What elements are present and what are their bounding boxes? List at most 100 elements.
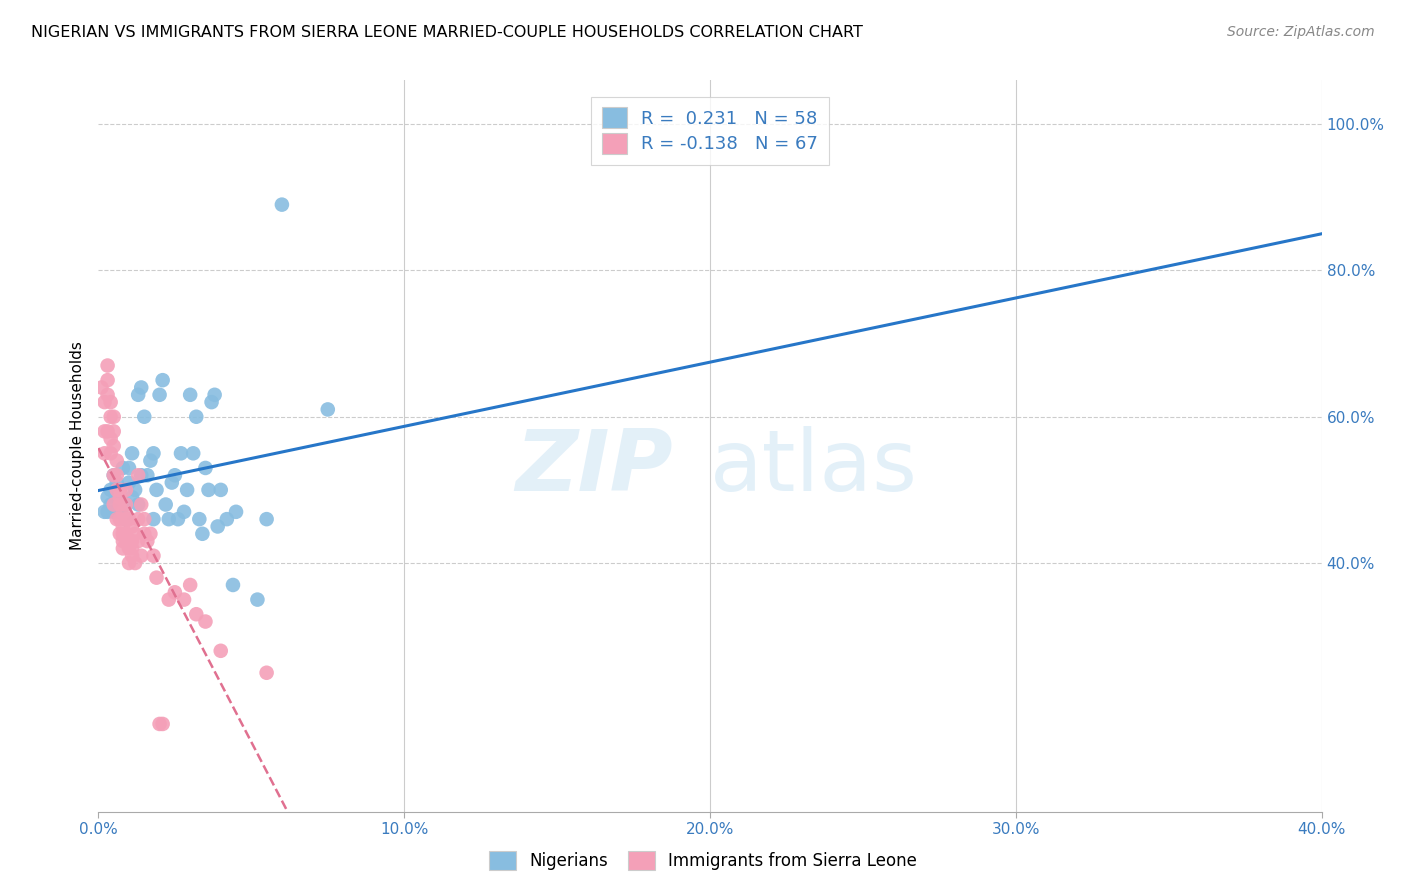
Point	[134, 512, 156, 526]
Point	[100, 483, 122, 497]
Point	[105, 512, 128, 526]
Point	[121, 549, 143, 563]
Point	[118, 556, 141, 570]
Point	[139, 453, 162, 467]
Point	[149, 717, 172, 731]
Point	[121, 446, 143, 460]
Point	[155, 498, 177, 512]
Point	[93, 505, 115, 519]
Point	[124, 526, 146, 541]
Point	[108, 498, 131, 512]
Point	[111, 505, 134, 519]
Point	[316, 402, 339, 417]
Point	[270, 197, 292, 211]
Point	[118, 534, 141, 549]
Point	[100, 446, 122, 460]
Point	[97, 388, 120, 402]
Point	[188, 512, 211, 526]
Point	[111, 526, 134, 541]
Point	[103, 409, 125, 424]
Point	[90, 380, 112, 394]
Point	[108, 483, 131, 497]
Point	[139, 526, 162, 541]
Text: atlas: atlas	[710, 426, 918, 509]
Point	[124, 556, 146, 570]
Legend: R =  0.231   N = 58, R = -0.138   N = 67: R = 0.231 N = 58, R = -0.138 N = 67	[591, 96, 830, 164]
Point	[127, 468, 149, 483]
Point	[145, 571, 167, 585]
Text: ZIP: ZIP	[516, 426, 673, 509]
Point	[129, 498, 152, 512]
Point	[111, 519, 134, 533]
Point	[136, 534, 159, 549]
Point	[115, 526, 138, 541]
Point	[179, 578, 201, 592]
Point	[176, 483, 198, 497]
Point	[108, 526, 131, 541]
Point	[115, 512, 138, 526]
Point	[115, 498, 138, 512]
Point	[108, 490, 131, 504]
Point	[118, 541, 141, 556]
Point	[186, 409, 208, 424]
Point	[194, 615, 217, 629]
Point	[103, 498, 125, 512]
Legend: Nigerians, Immigrants from Sierra Leone: Nigerians, Immigrants from Sierra Leone	[482, 844, 924, 877]
Text: NIGERIAN VS IMMIGRANTS FROM SIERRA LEONE MARRIED-COUPLE HOUSEHOLDS CORRELATION C: NIGERIAN VS IMMIGRANTS FROM SIERRA LEONE…	[31, 25, 863, 40]
Point	[145, 483, 167, 497]
Point	[111, 541, 134, 556]
Point	[163, 468, 186, 483]
Point	[134, 409, 156, 424]
Point	[181, 446, 204, 460]
Point	[105, 453, 128, 467]
Point	[152, 373, 174, 387]
Point	[127, 512, 149, 526]
Point	[100, 395, 122, 409]
Point	[173, 505, 195, 519]
Point	[209, 483, 232, 497]
Point	[191, 526, 214, 541]
Point	[163, 585, 186, 599]
Point	[142, 549, 165, 563]
Point	[157, 592, 180, 607]
Point	[97, 505, 120, 519]
Y-axis label: Married-couple Households: Married-couple Households	[70, 342, 86, 550]
Point	[97, 425, 120, 439]
Point	[108, 505, 131, 519]
Point	[167, 512, 190, 526]
Point	[93, 446, 115, 460]
Point	[105, 475, 128, 490]
Point	[115, 483, 138, 497]
Point	[121, 519, 143, 533]
Point	[93, 425, 115, 439]
Point	[194, 461, 217, 475]
Point	[97, 373, 120, 387]
Point	[118, 475, 141, 490]
Point	[204, 388, 226, 402]
Text: Source: ZipAtlas.com: Source: ZipAtlas.com	[1227, 25, 1375, 39]
Point	[121, 541, 143, 556]
Point	[129, 468, 152, 483]
Point	[127, 534, 149, 549]
Point	[179, 388, 201, 402]
Point	[173, 592, 195, 607]
Point	[118, 461, 141, 475]
Point	[256, 512, 278, 526]
Point	[129, 380, 152, 394]
Point	[103, 505, 125, 519]
Point	[256, 665, 278, 680]
Point	[160, 475, 183, 490]
Point	[142, 512, 165, 526]
Point	[121, 490, 143, 504]
Point	[105, 490, 128, 504]
Point	[115, 534, 138, 549]
Point	[215, 512, 238, 526]
Point	[149, 388, 172, 402]
Point	[111, 498, 134, 512]
Point	[100, 432, 122, 446]
Point	[97, 359, 120, 373]
Point	[100, 409, 122, 424]
Point	[134, 526, 156, 541]
Point	[207, 519, 229, 533]
Point	[115, 512, 138, 526]
